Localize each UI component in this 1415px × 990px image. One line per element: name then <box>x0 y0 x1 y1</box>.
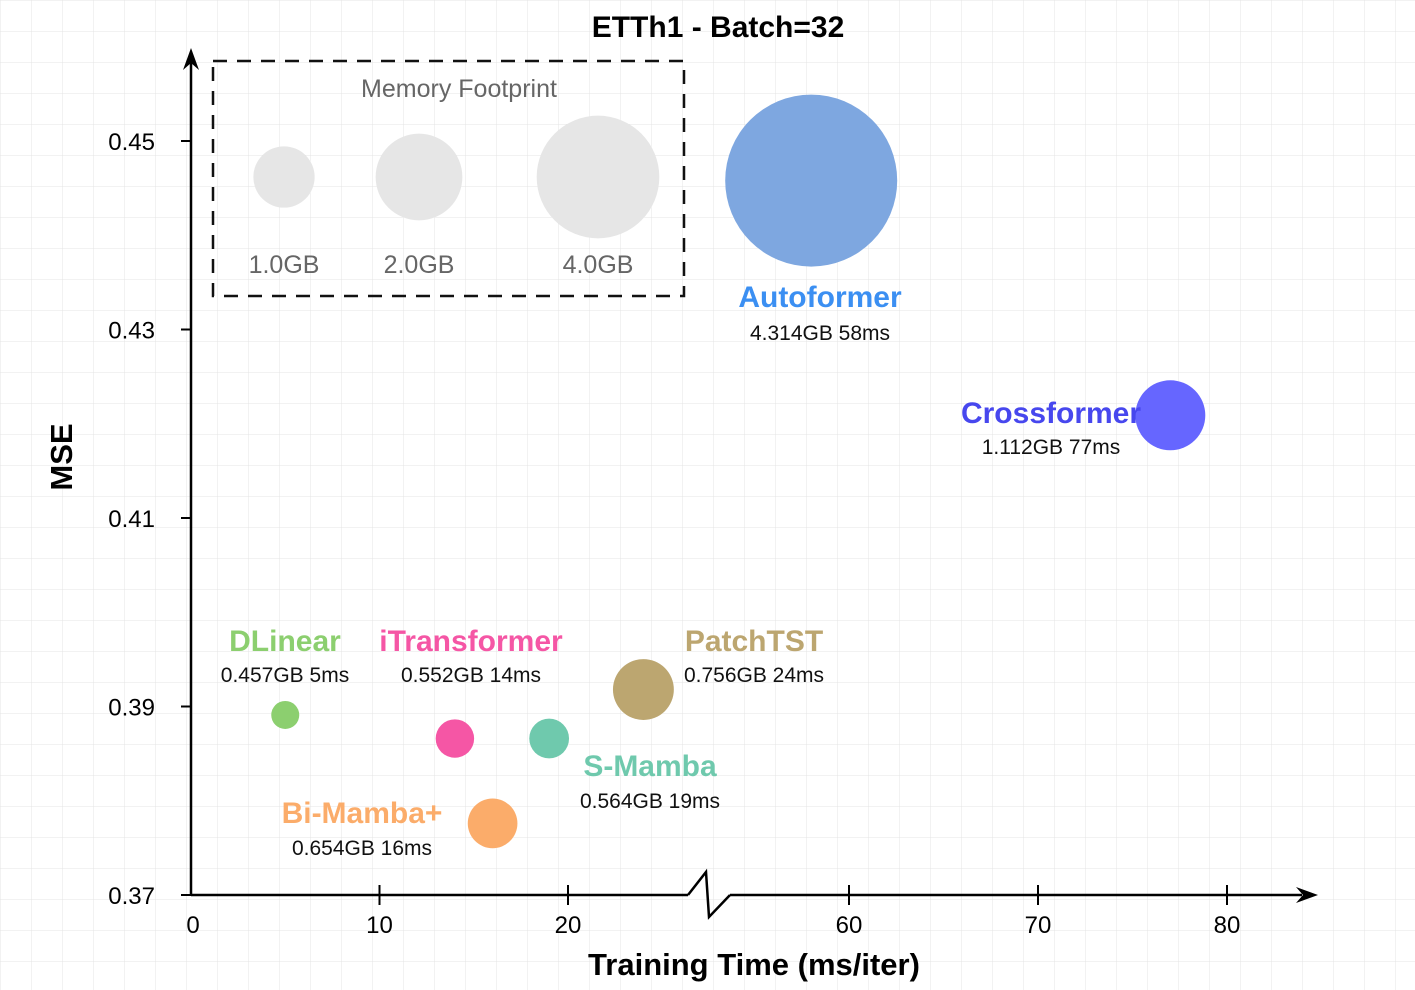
model-name-label: Bi-Mamba+ <box>282 797 443 830</box>
y-tick-label: 0.41 <box>108 506 155 533</box>
bubble-mark <box>1135 380 1206 451</box>
bubble-crossformer: Crossformer 1.112GB 77ms <box>961 380 1206 459</box>
legend-item-label: 2.0GB <box>384 251 455 279</box>
model-name-label: PatchTST <box>685 625 823 658</box>
model-detail-label: 0.552GB 14ms <box>401 664 541 687</box>
legend-title: Memory Footprint <box>361 75 557 103</box>
model-name-label: iTransformer <box>379 625 563 658</box>
y-axis-label: MSE <box>44 423 79 490</box>
bubble-dlinear: DLinear 0.457GB 5ms <box>221 625 349 729</box>
legend-item-label: 1.0GB <box>249 251 320 279</box>
bubble-s-mamba: S-Mamba 0.564GB 19ms <box>529 718 720 813</box>
legend-circle <box>375 133 463 221</box>
model-name-label: Crossformer <box>961 397 1141 430</box>
x-tick-label: 80 <box>1214 912 1241 939</box>
legend-frame <box>211 59 686 298</box>
bubble-mark <box>435 719 475 758</box>
model-name-label: DLinear <box>229 625 341 658</box>
chart-title: ETTh1 - Batch=32 <box>592 11 845 44</box>
y-tick-label: 0.39 <box>108 695 155 722</box>
legend-items: 1.0GB 2.0GB 4.0GB <box>249 115 660 279</box>
x-tick-label: 60 <box>836 912 863 939</box>
model-name-label: S-Mamba <box>583 750 717 783</box>
y-tick-label: 0.37 <box>108 883 155 910</box>
bubbles: DLinear 0.457GB 5ms iTransformer 0.552GB 14… <box>221 94 1206 860</box>
bubble-patchtst: PatchTST 0.756GB 24ms <box>612 625 824 720</box>
x-axis-break <box>687 868 731 920</box>
bubble-itransformer: iTransformer 0.552GB 14ms <box>379 625 563 758</box>
model-detail-label: 0.756GB 24ms <box>684 664 824 687</box>
model-detail-label: 0.654GB 16ms <box>292 837 432 860</box>
bubble-bi-mamba-: Bi-Mamba+ 0.654GB 16ms <box>282 797 518 860</box>
x-ticks: 0 10 20 60 70 80 <box>186 885 1240 939</box>
y-tick-label: 0.43 <box>108 318 155 345</box>
bubble-mark <box>271 700 300 729</box>
x-tick-label: 70 <box>1025 912 1052 939</box>
bubble-mark <box>529 718 570 759</box>
legend-circle <box>253 146 315 208</box>
x-tick-label: 20 <box>555 912 582 939</box>
model-detail-label: 1.112GB 77ms <box>982 436 1121 459</box>
model-name-label: Autoformer <box>738 281 902 314</box>
bubble-mark <box>467 798 518 849</box>
y-tick-label: 0.45 <box>108 129 155 156</box>
y-axis-arrow <box>183 48 199 70</box>
model-detail-label: 0.564GB 19ms <box>580 790 720 813</box>
bubble-autoformer: Autoformer 4.314GB 58ms <box>725 94 902 345</box>
legend-circle <box>536 115 660 239</box>
bubble-mark <box>612 659 674 720</box>
x-axis-label: Training Time (ms/iter) <box>588 947 920 982</box>
memory-legend: Memory Footprint 1.0GB 2.0GB 4.0GB <box>211 59 686 298</box>
x-axis-arrow <box>1296 887 1318 903</box>
y-ticks: 0.37 0.39 0.41 0.43 0.45 <box>108 129 191 910</box>
model-detail-label: 4.314GB 58ms <box>750 322 890 345</box>
model-detail-label: 0.457GB 5ms <box>221 664 349 687</box>
axes <box>183 48 1318 920</box>
x-tick-label: 10 <box>366 912 393 939</box>
bubble-mark <box>725 94 898 267</box>
x-tick-label: 0 <box>186 912 199 939</box>
legend-item-label: 4.0GB <box>563 251 634 279</box>
